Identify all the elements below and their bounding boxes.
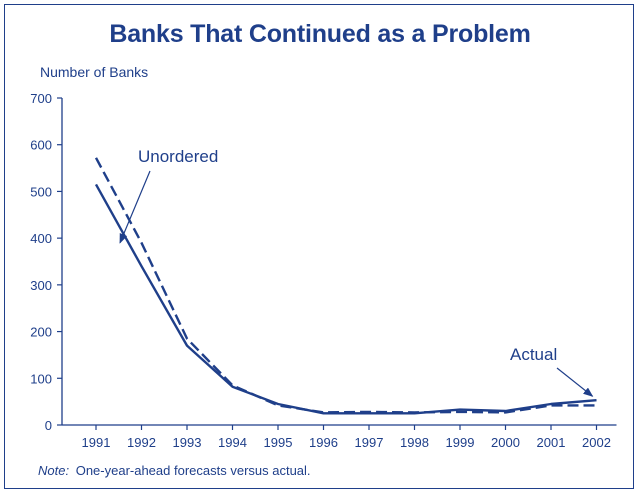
x-tick-label: 1993 [173,435,202,450]
y-axis-label: Number of Banks [40,64,149,80]
y-tick-label: 400 [30,231,52,246]
annotation-actual: Actual [510,345,557,364]
axes [61,98,617,426]
x-tick-label: 1997 [355,435,384,450]
y-tick-label: 200 [30,325,52,340]
annotation-arrow-actual [556,367,594,397]
annotation-layer: Unordered Actual [119,147,594,397]
y-axis-ticks: 0 100 200 300 400 500 600 700 [30,91,62,433]
y-tick-label: 300 [30,278,52,293]
y-tick-label: 600 [30,138,52,153]
y-tick-label: 100 [30,371,52,386]
x-tick-label: 2000 [491,435,520,450]
note-label: Note: [38,463,70,478]
x-tick-label: 1999 [446,435,475,450]
y-tick-label: 700 [30,91,52,106]
x-tick-label: 1994 [218,435,247,450]
series-line-actual [94,183,597,415]
chart-note: Note: One-year-ahead forecasts versus ac… [38,463,311,478]
x-tick-label: 1998 [400,435,429,450]
series-layer [94,157,597,415]
x-tick-label: 1992 [127,435,156,450]
annotation-unordered: Unordered [138,147,218,166]
x-tick-label: 1996 [309,435,338,450]
x-tick-label: 1991 [82,435,111,450]
x-axis-ticks: 1991 1992 1993 1994 1995 1996 1997 1998 1999 2000… [82,425,611,450]
y-tick-label: 0 [45,418,52,433]
x-tick-label: 2002 [582,435,611,450]
note-text: One-year-ahead forecasts versus actual. [75,463,311,478]
annotation-arrow-unordered [119,170,151,244]
x-tick-label: 2001 [537,435,566,450]
chart-title: Banks That Continued as a Problem [109,20,531,48]
y-tick-label: 500 [30,184,52,199]
series-line-unordered [94,157,597,414]
x-tick-label: 1995 [264,435,293,450]
